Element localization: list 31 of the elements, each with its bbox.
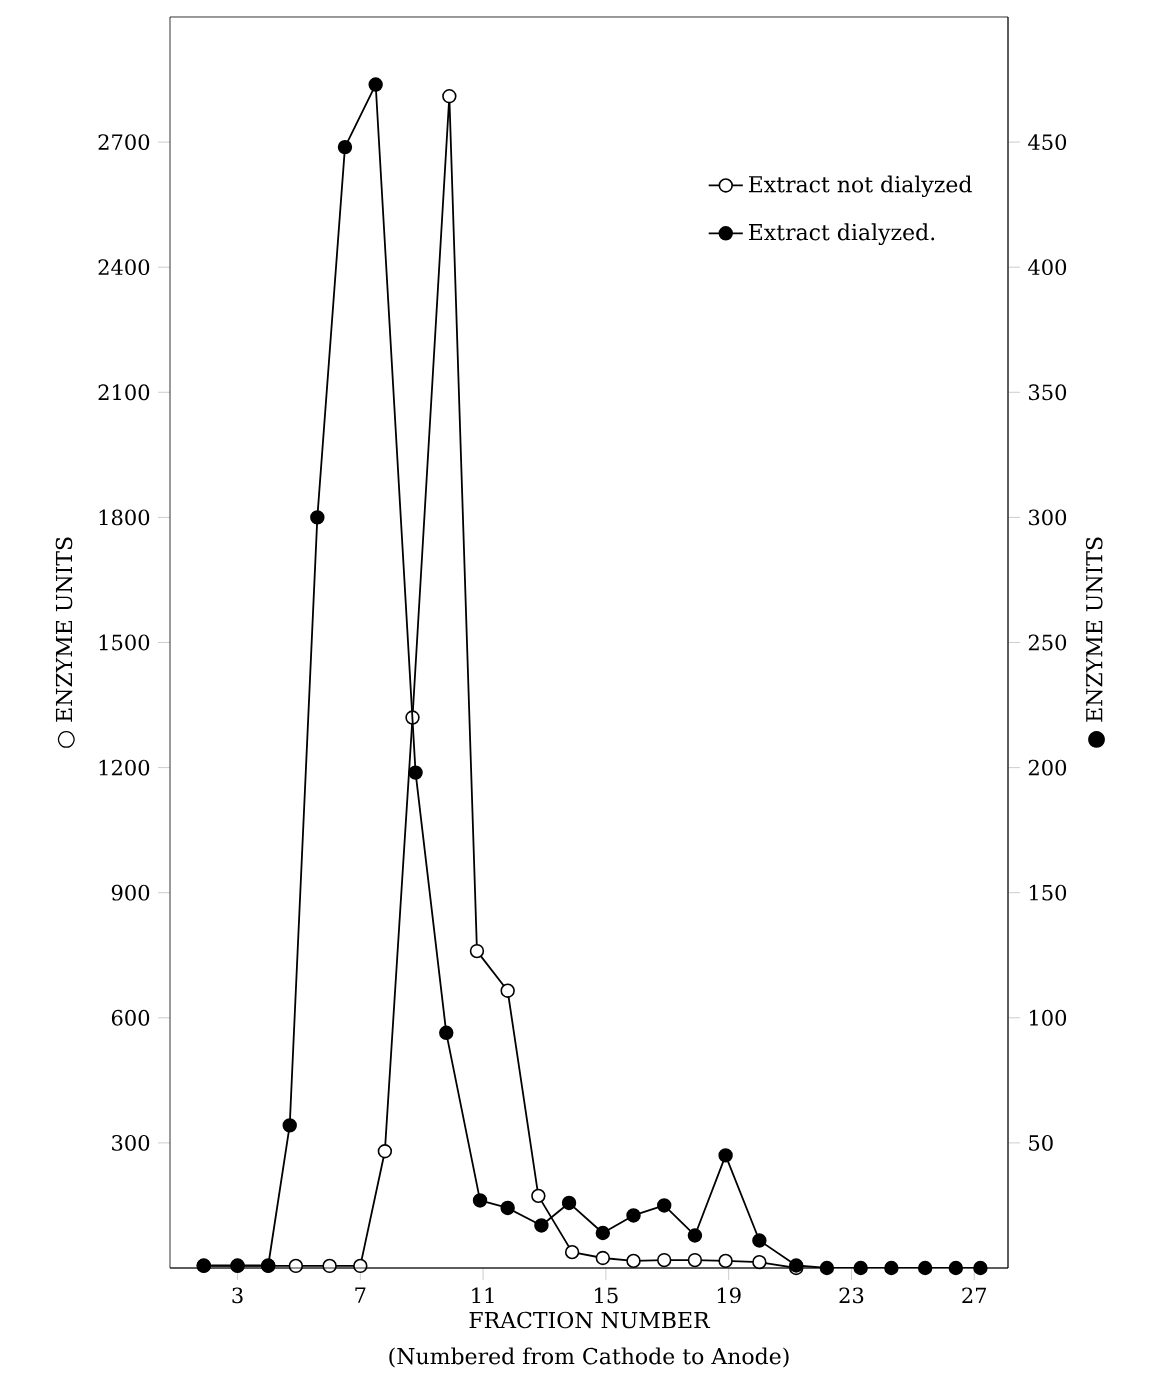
y-tick-label: 2100 xyxy=(98,384,150,401)
y-axis-title: ○ ENZYME UNITS xyxy=(55,537,75,748)
x-tick-label: 15 xyxy=(595,1287,618,1304)
x-tick-label: 3 xyxy=(232,1287,243,1304)
y2-tick-label: 350 xyxy=(1029,384,1067,401)
legend-label: Extract dialyzed. xyxy=(748,223,935,245)
y-tick-label: 2400 xyxy=(98,259,150,276)
y2-tick-label: 200 xyxy=(1028,759,1067,776)
y-tick-label: 1500 xyxy=(99,634,150,651)
y-tick-label: 1200 xyxy=(99,759,150,776)
y-tick-label: 2700 xyxy=(98,134,150,151)
x-tick-label: 19 xyxy=(717,1287,741,1304)
y2-tick-label: 150 xyxy=(1029,884,1067,901)
y2-tick-label: 400 xyxy=(1028,259,1067,276)
x-tick-label: 23 xyxy=(839,1287,864,1304)
x-axis-title: FRACTION NUMBER xyxy=(469,1311,711,1329)
y2-tick-label: 50 xyxy=(1029,1134,1053,1151)
x-tick-label: 7 xyxy=(355,1287,366,1303)
x-tick-label: 27 xyxy=(962,1287,987,1303)
y2-tick-label: 300 xyxy=(1029,509,1067,526)
y-tick-label: 900 xyxy=(111,884,150,901)
y2-axis-title: ● ENZYME UNITS xyxy=(1085,537,1105,748)
y-tick-label: 600 xyxy=(111,1009,150,1026)
y2-tick-label: 450 xyxy=(1028,134,1067,151)
text: (Numbered from Cathode to Anode) xyxy=(389,1347,789,1368)
y2-tick-label: 100 xyxy=(1029,1009,1067,1026)
y-tick-label: 1800 xyxy=(99,509,150,526)
y-tick-label: 300 xyxy=(112,1134,150,1151)
legend-label: Extract not dialyzed xyxy=(748,175,972,198)
x-tick-label: 11 xyxy=(472,1287,494,1303)
y2-tick-label: 250 xyxy=(1028,634,1067,651)
